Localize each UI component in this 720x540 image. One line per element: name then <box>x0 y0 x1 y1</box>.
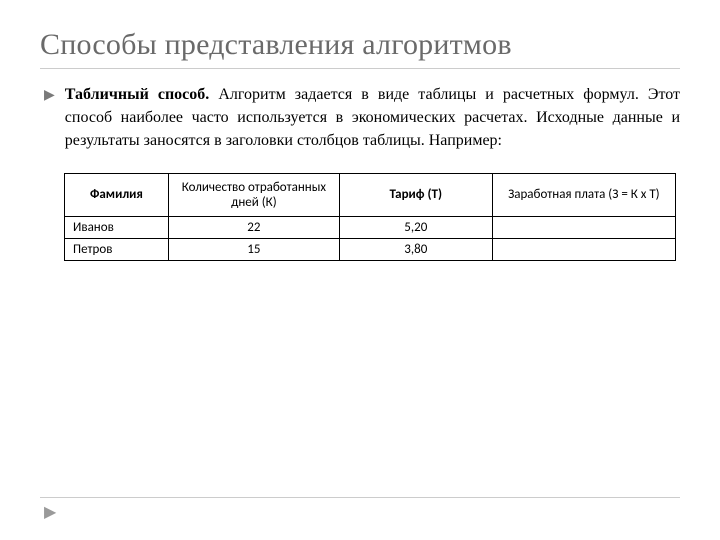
cell-salary <box>492 238 675 260</box>
th-days: Количество отработанных дней (К) <box>168 173 339 216</box>
th-surname: Фамилия <box>65 173 169 216</box>
table-container: Фамилия Количество отработанных дней (К)… <box>40 173 680 261</box>
th-tariff: Тариф (Т) <box>339 173 492 216</box>
paragraph-text: Табличный способ. Алгоритм задается в ви… <box>65 83 680 153</box>
table-header-row: Фамилия Количество отработанных дней (К)… <box>65 173 676 216</box>
footer-arrow-icon: ▶ <box>44 502 56 522</box>
paragraph-bold-lead: Табличный способ. <box>65 86 210 103</box>
slide-title: Способы представления алгоритмов <box>40 28 680 62</box>
cell-tariff: 3,80 <box>339 238 492 260</box>
table-row: Петров 15 3,80 <box>65 238 676 260</box>
bullet-icon: ▶ <box>44 87 55 104</box>
cell-salary <box>492 216 675 238</box>
cell-surname: Иванов <box>65 216 169 238</box>
title-underline <box>40 68 680 69</box>
table-row: Иванов 22 5,20 <box>65 216 676 238</box>
cell-days: 15 <box>168 238 339 260</box>
algorithm-table: Фамилия Количество отработанных дней (К)… <box>64 173 676 261</box>
body-paragraph-block: ▶ Табличный способ. Алгоритм задается в … <box>40 83 680 153</box>
cell-surname: Петров <box>65 238 169 260</box>
th-salary: Заработная плата (З = К х Т) <box>492 173 675 216</box>
footer-divider <box>40 497 680 498</box>
cell-days: 22 <box>168 216 339 238</box>
cell-tariff: 5,20 <box>339 216 492 238</box>
